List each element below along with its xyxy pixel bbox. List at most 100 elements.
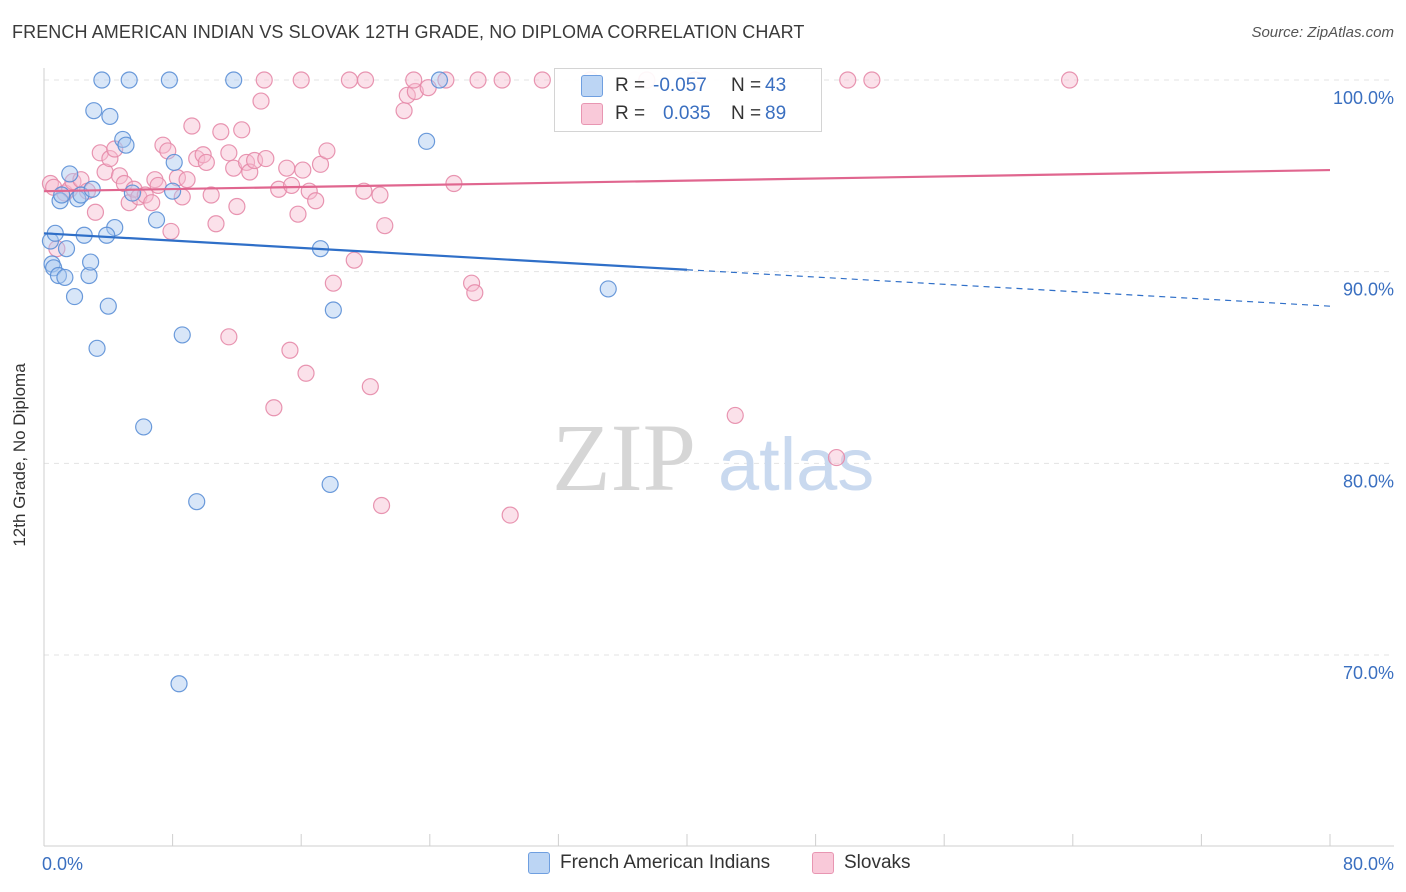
slovaks-point bbox=[202, 186, 220, 204]
slovaks-point bbox=[281, 341, 299, 359]
slovaks-point bbox=[220, 144, 238, 162]
slovaks-point bbox=[282, 176, 301, 195]
legend-r-label: R = bbox=[615, 103, 646, 124]
trend-line-french-american-indians-extension bbox=[686, 269, 1331, 307]
x-tick-label-max: 80.0% bbox=[1343, 854, 1394, 874]
french-american-indians-point bbox=[57, 240, 76, 258]
french-american-indians-point bbox=[164, 182, 182, 200]
legend-n-value: 89 bbox=[765, 103, 787, 124]
legend-n-label: N = bbox=[731, 75, 762, 96]
french-american-indians-point bbox=[117, 136, 135, 154]
french-american-indians-point bbox=[170, 675, 188, 693]
french-american-indians-point bbox=[135, 418, 153, 436]
french-american-indians-point bbox=[93, 71, 111, 89]
slovaks-point bbox=[257, 149, 275, 168]
series-name: French American Indians bbox=[560, 852, 771, 873]
slovaks-point bbox=[405, 71, 423, 89]
slovaks-point bbox=[255, 71, 273, 89]
slovaks-point bbox=[297, 364, 315, 382]
y-tick-label: 90.0% bbox=[1343, 280, 1394, 300]
slovaks-point bbox=[1060, 71, 1079, 89]
slovaks-point bbox=[307, 192, 325, 210]
slovaks-point bbox=[863, 71, 881, 89]
chart-title: FRENCH AMERICAN INDIAN VS SLOVAK 12TH GR… bbox=[12, 22, 805, 42]
slovaks-point bbox=[839, 71, 857, 89]
y-tick-label: 70.0% bbox=[1343, 663, 1394, 683]
french-american-indians-point bbox=[80, 266, 98, 285]
french-american-indians-point bbox=[65, 287, 84, 306]
french-american-indians-point bbox=[321, 475, 339, 494]
slovaks-point bbox=[324, 274, 342, 292]
slovaks-point bbox=[278, 159, 296, 177]
series-legend-french-american-indians[interactable]: French American Indians bbox=[528, 852, 770, 874]
axes bbox=[43, 68, 1394, 847]
slovaks-point bbox=[120, 194, 138, 212]
french-american-indians-point bbox=[430, 71, 449, 89]
slovaks-point bbox=[252, 92, 270, 110]
slovaks-point bbox=[501, 506, 519, 524]
slovaks-point bbox=[372, 496, 391, 515]
french-american-indians-point bbox=[85, 102, 103, 120]
x-tick-label-min: 0.0% bbox=[42, 854, 83, 874]
french-american-indians-point bbox=[599, 280, 617, 298]
french-american-indians-point bbox=[88, 339, 106, 357]
trend-lines bbox=[43, 168, 1331, 307]
slovaks-point bbox=[162, 222, 180, 241]
series-legend-slovaks[interactable]: Slovaks bbox=[812, 852, 911, 874]
french-american-indians-point bbox=[160, 71, 178, 89]
slovaks-point bbox=[220, 328, 238, 346]
legend-r-value: 0.035 bbox=[663, 103, 711, 124]
slovaks-point bbox=[371, 186, 389, 204]
slovaks-point bbox=[340, 71, 359, 89]
slovaks-point bbox=[345, 251, 363, 269]
french-american-indians-point bbox=[123, 184, 142, 202]
french-american-indians-point bbox=[49, 266, 68, 285]
slovaks-point bbox=[437, 71, 455, 89]
y-tick-label: 100.0% bbox=[1333, 88, 1394, 108]
slovaks-point bbox=[827, 448, 846, 467]
slovaks-point bbox=[289, 205, 307, 223]
slovaks-point bbox=[469, 71, 487, 89]
slovaks-point bbox=[149, 176, 167, 195]
slovaks-point bbox=[356, 71, 375, 89]
legend-swatch-blue bbox=[581, 75, 603, 97]
slovaks-point bbox=[533, 71, 551, 89]
french-american-indians-point bbox=[99, 297, 117, 315]
slovaks-point bbox=[183, 117, 201, 135]
legend-swatch-pink bbox=[581, 103, 603, 125]
slovaks-point bbox=[101, 149, 119, 168]
legend-row-slovaks: R = 0.035 N = 89 bbox=[581, 102, 786, 126]
series-name: Slovaks bbox=[844, 852, 911, 873]
y-tick-label: 80.0% bbox=[1343, 471, 1394, 491]
slovaks-point bbox=[212, 123, 230, 141]
french-american-indians-point bbox=[225, 71, 243, 89]
slovaks-point bbox=[207, 215, 225, 233]
series-legend: French American Indians Slovaks bbox=[0, 852, 1406, 878]
trend-line-french-american-indians bbox=[43, 232, 688, 271]
slovaks-point bbox=[361, 378, 379, 396]
slovaks-point bbox=[466, 284, 484, 302]
x-axis-ticks bbox=[43, 834, 1331, 846]
french-american-indians-point bbox=[147, 211, 166, 229]
french-american-indians-points bbox=[41, 71, 617, 693]
legend-r-label: R = bbox=[615, 75, 646, 96]
slovaks-point bbox=[355, 182, 373, 200]
french-american-indians-point bbox=[324, 301, 342, 319]
slovaks-point bbox=[233, 121, 251, 139]
legend-n-value: 43 bbox=[765, 75, 787, 96]
y-axis-tick-labels: 100.0% 90.0% 80.0% 70.0% bbox=[1333, 88, 1394, 683]
watermark-atlas: atlas bbox=[718, 423, 874, 506]
slovaks-point bbox=[86, 203, 105, 221]
french-american-indians-point bbox=[98, 226, 116, 244]
french-american-indians-point bbox=[56, 268, 74, 287]
slovaks-point bbox=[270, 180, 288, 198]
french-american-indians-point bbox=[53, 186, 71, 204]
source-credit: Source: ZipAtlas.com bbox=[1251, 24, 1394, 41]
slovaks-point bbox=[726, 406, 744, 425]
watermark-zip: ZIP bbox=[552, 404, 696, 511]
french-american-indians-point bbox=[173, 326, 191, 344]
series-swatch-pink bbox=[812, 852, 834, 874]
slovaks-point bbox=[294, 161, 312, 179]
slovaks-point bbox=[228, 197, 246, 216]
